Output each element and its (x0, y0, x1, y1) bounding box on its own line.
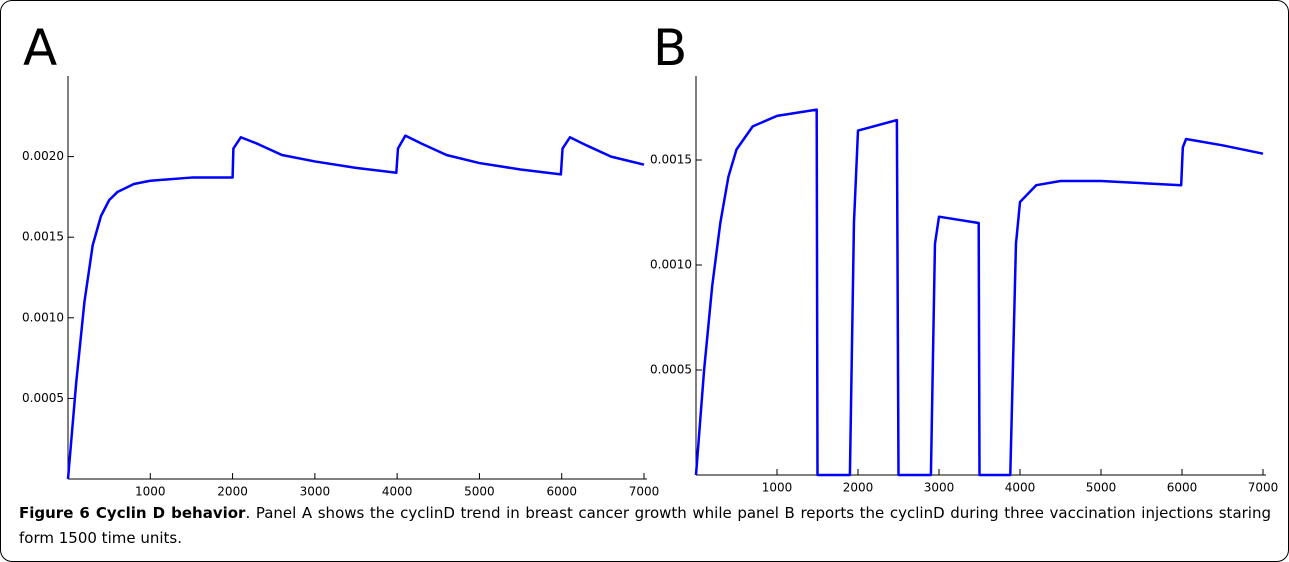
x-tick-label: 6000 (1167, 481, 1198, 495)
charts: A 1000 2000 3000 4000 5000 6000 7000 0.0005 0.001… (22, 19, 1279, 499)
x-tick-label: 7000 (629, 485, 660, 499)
caption-label: Figure 6 Cyclin D behavior (19, 504, 246, 522)
x-tick-label: 4000 (382, 485, 413, 499)
y-tick-label: 0.0010 (22, 310, 64, 324)
y-tick-label: 0.0015 (650, 153, 692, 167)
caption: Figure 6 Cyclin D behavior. Panel A show… (19, 501, 1271, 551)
x-tick-label: 1000 (135, 485, 166, 499)
line-series (694, 108, 1264, 477)
x-tick-label: 2000 (217, 485, 248, 499)
line-series (66, 134, 645, 480)
x-tick-label: 4000 (1005, 481, 1036, 495)
panel-label: A (23, 19, 57, 77)
y-tick-label: 0.0020 (22, 149, 64, 163)
y-tick-label: 0.0005 (650, 363, 692, 377)
x-tick-label: 5000 (1086, 481, 1117, 495)
x-tick-label: 2000 (843, 481, 874, 495)
panel-label: B (653, 19, 687, 77)
x-tick-label: 3000 (300, 485, 331, 499)
y-tick-label: 0.0005 (22, 391, 64, 405)
x-tick-label: 5000 (464, 485, 495, 499)
x-tick-label: 6000 (546, 485, 577, 499)
caption-text: . Panel A shows the cyclinD trend in bre… (19, 504, 1271, 547)
x-tick-label: 3000 (924, 481, 955, 495)
x-tick-label: 1000 (762, 481, 793, 495)
y-tick-label: 0.0015 (22, 230, 64, 244)
y-tick-label: 0.0010 (650, 258, 692, 272)
x-tick-label: 7000 (1248, 481, 1279, 495)
